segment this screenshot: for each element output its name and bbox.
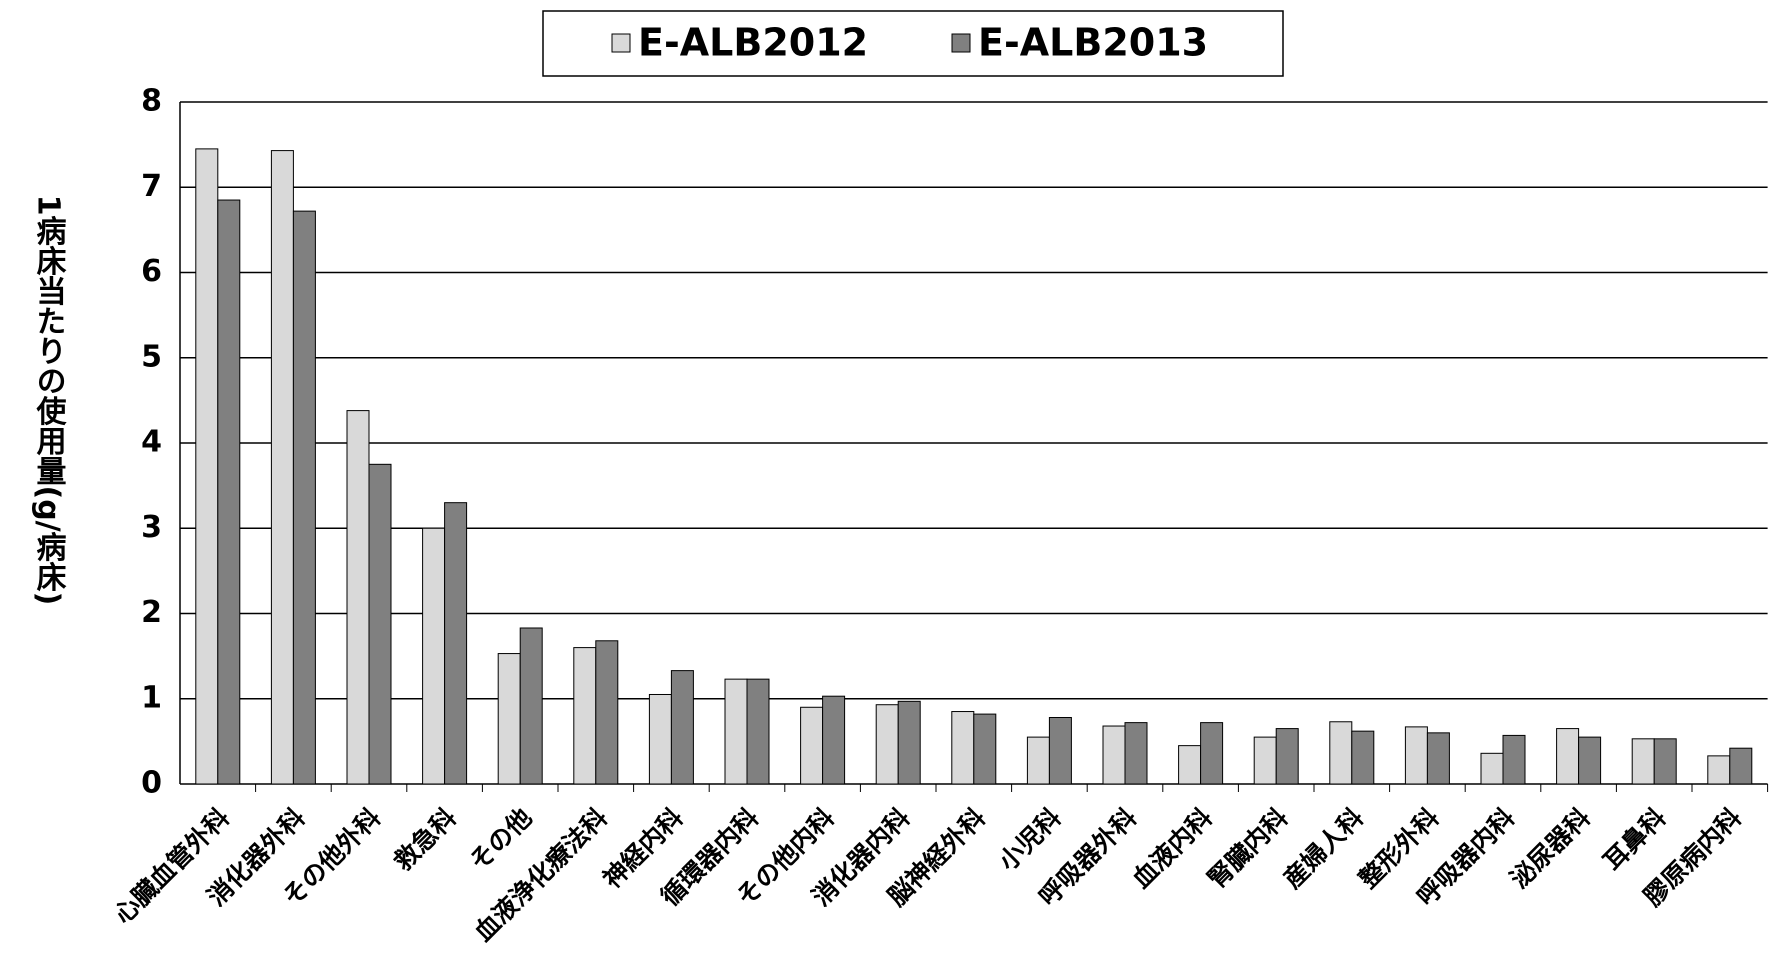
bar xyxy=(1729,747,1753,785)
bar xyxy=(1329,721,1353,785)
bar xyxy=(195,148,219,785)
bar xyxy=(875,704,899,785)
bar xyxy=(1351,730,1375,785)
bar xyxy=(519,627,543,785)
y-tick-label: 5 xyxy=(141,339,162,374)
bar xyxy=(1707,755,1731,785)
bar xyxy=(1253,736,1277,785)
bar xyxy=(1502,734,1526,785)
bar xyxy=(746,678,770,785)
bar xyxy=(595,640,619,785)
x-tick-label: 心臓血管外科 xyxy=(108,803,235,930)
bar xyxy=(573,647,597,785)
bar xyxy=(648,693,672,785)
bar xyxy=(973,713,997,785)
x-tick-label: 血液浄化療法科 xyxy=(469,803,613,947)
bar xyxy=(497,653,521,785)
bar xyxy=(1578,736,1602,785)
bar xyxy=(951,711,975,785)
x-tick-label: 血液内科 xyxy=(1127,803,1218,894)
bar xyxy=(217,199,241,785)
bar xyxy=(346,410,370,785)
y-tick-label: 3 xyxy=(141,510,162,545)
bar xyxy=(1556,728,1580,785)
bar xyxy=(670,670,694,785)
bar xyxy=(368,463,392,785)
legend-swatch xyxy=(611,33,631,53)
y-tick-label: 2 xyxy=(141,595,162,630)
x-tick-label: その他 xyxy=(464,803,538,877)
x-tick-label: 小児科 xyxy=(993,803,1067,877)
x-tick-label: 腎臓内科 xyxy=(1202,803,1293,894)
bar xyxy=(1102,725,1126,785)
bar xyxy=(1404,726,1428,785)
bar xyxy=(292,210,316,785)
x-tick-label: 産婦人科 xyxy=(1278,803,1369,894)
bar xyxy=(270,150,294,785)
bar xyxy=(1275,728,1299,785)
bar xyxy=(1426,732,1450,785)
bar xyxy=(422,527,446,785)
bar xyxy=(1653,738,1677,785)
legend-label: E-ALB2013 xyxy=(978,21,1208,65)
y-tick-label: 7 xyxy=(141,169,162,204)
y-tick-label: 8 xyxy=(141,84,162,119)
bar xyxy=(897,700,921,785)
legend-swatch xyxy=(951,33,971,53)
bar xyxy=(724,678,748,785)
bar xyxy=(1124,722,1148,785)
bar xyxy=(1631,738,1655,785)
bar xyxy=(800,706,824,785)
bar xyxy=(1026,736,1050,785)
legend-label: E-ALB2012 xyxy=(638,21,868,65)
legend-box xyxy=(542,10,1284,77)
x-tick-label: 救急科 xyxy=(388,803,462,877)
bar xyxy=(822,695,846,785)
bar xyxy=(1480,752,1504,785)
bar xyxy=(444,502,468,785)
bar xyxy=(1200,722,1224,785)
bar xyxy=(1178,745,1202,785)
y-tick-label: 4 xyxy=(141,425,162,460)
y-tick-label: 0 xyxy=(141,766,162,801)
y-tick-label: 6 xyxy=(141,254,162,289)
bar xyxy=(1048,717,1072,785)
y-tick-label: 1 xyxy=(141,680,162,715)
y-axis-label: 1病床当たりの使用量(g/病床) xyxy=(31,195,68,606)
x-tick-label: 耳鼻科 xyxy=(1598,803,1672,877)
x-tick-label: 泌尿器科 xyxy=(1505,803,1596,894)
